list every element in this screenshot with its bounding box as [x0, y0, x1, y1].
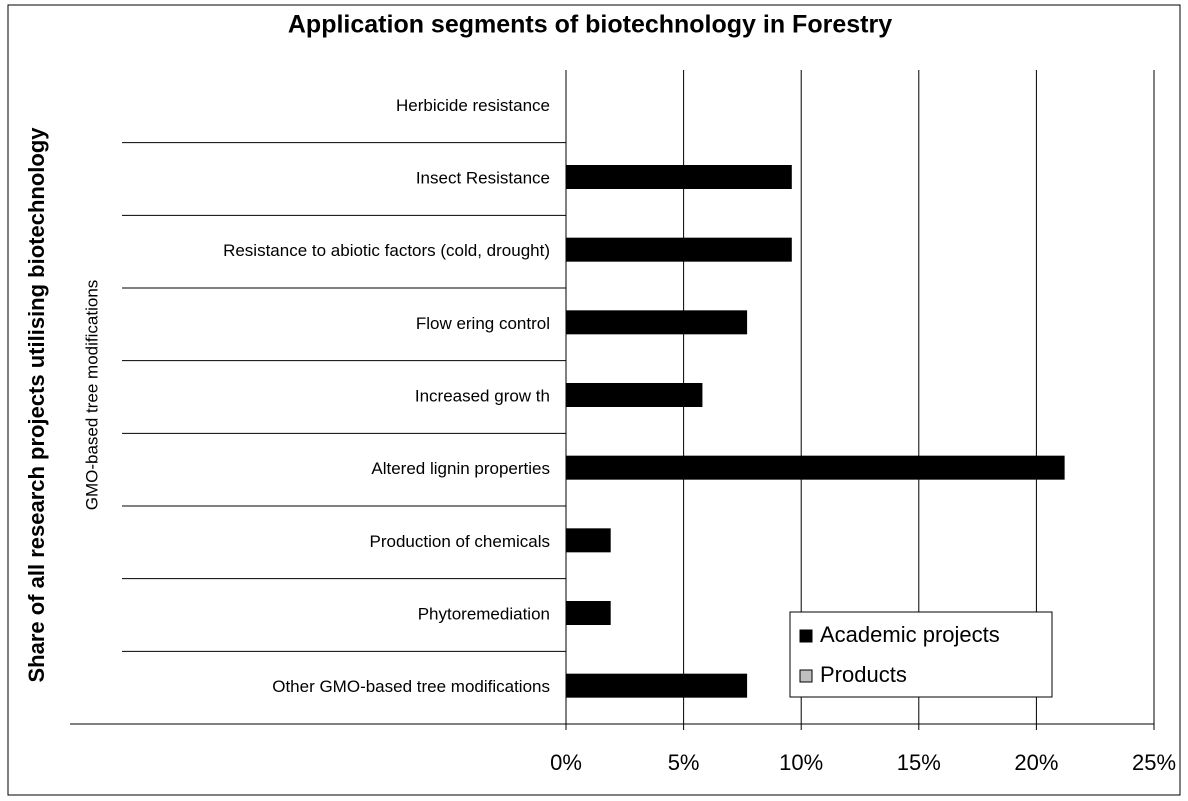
bar	[566, 601, 611, 625]
bar	[566, 165, 792, 189]
x-tick-label: 0%	[550, 750, 582, 775]
y-tick-label: Resistance to abiotic factors (cold, dro…	[223, 241, 550, 260]
bar	[566, 237, 792, 262]
bar	[566, 673, 748, 698]
y-axis-sublabel: GMO-based tree modifications	[82, 280, 101, 511]
y-tick-label: Other GMO-based tree modifications	[272, 677, 550, 696]
x-tick-label: 10%	[779, 750, 823, 775]
bar	[566, 310, 748, 335]
chart-title: Application segments of biotechnology in…	[288, 11, 892, 39]
y-tick-label: Flow ering control	[416, 314, 550, 333]
y-axis-label: Share of all research projects utilising…	[24, 127, 49, 683]
x-tick-label: 15%	[897, 750, 941, 775]
bar	[566, 383, 703, 407]
legend-swatch	[799, 669, 813, 683]
legend-label: Academic projects	[820, 622, 1000, 647]
legend-label: Products	[820, 662, 907, 687]
bar	[566, 528, 611, 553]
y-tick-label: Phytoremediation	[418, 604, 550, 623]
y-tick-label: Altered lignin properties	[371, 459, 550, 478]
y-tick-label: Insect Resistance	[416, 168, 550, 187]
y-tick-label: Production of chemicals	[370, 532, 550, 551]
legend-box	[789, 611, 1053, 698]
bar	[566, 455, 1065, 480]
y-tick-label: Increased grow th	[415, 386, 550, 405]
x-tick-label: 25%	[1132, 750, 1176, 775]
legend-swatch	[799, 629, 813, 643]
y-tick-label: Herbicide resistance	[396, 96, 550, 115]
x-tick-label: 5%	[668, 750, 700, 775]
x-tick-label: 20%	[1014, 750, 1058, 775]
